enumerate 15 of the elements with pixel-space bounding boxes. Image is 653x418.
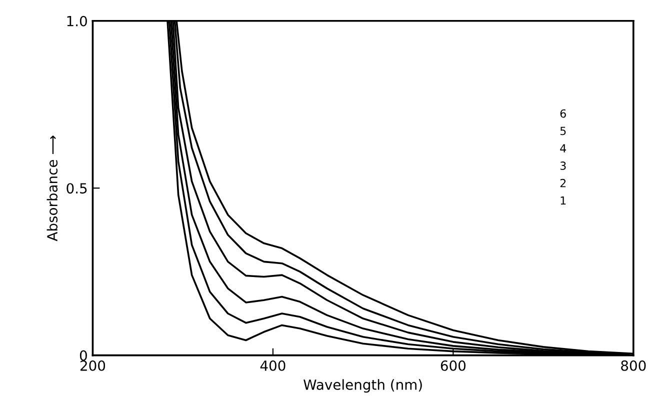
x-tick-label: 200	[80, 360, 106, 371]
x-tick-label: 400	[260, 360, 286, 371]
y-tick-label: 0	[80, 350, 87, 361]
annotation: 5	[560, 126, 566, 136]
annotation: 6	[560, 109, 566, 118]
x-axis-title: Wavelength (nm)	[304, 379, 422, 393]
annotation: 3	[560, 162, 566, 170]
annotation: 1	[560, 196, 566, 205]
x-tick-label: 600	[440, 360, 466, 371]
y-tick-label: 1.0	[67, 16, 87, 26]
y-tick-label: 0.5	[66, 183, 87, 194]
x-tick-label: 800	[621, 360, 646, 371]
annotation: 4	[560, 144, 566, 152]
y-axis-title: Absorbance ⟶	[46, 136, 58, 242]
annotation: 2	[560, 178, 566, 188]
